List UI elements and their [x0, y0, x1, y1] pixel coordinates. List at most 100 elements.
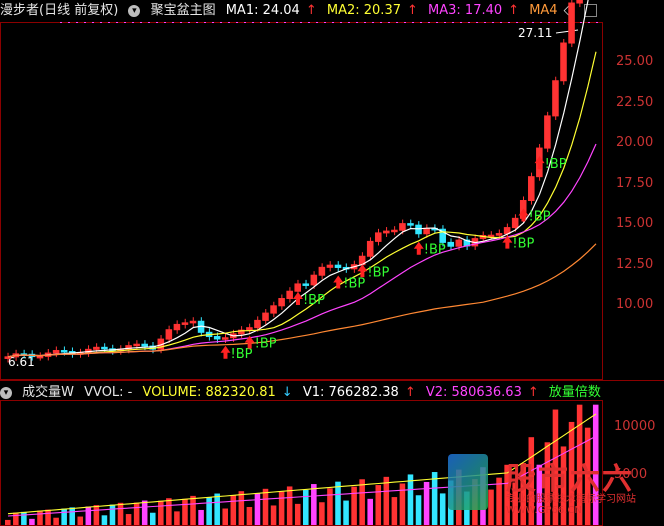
volume-chart-header: ▾ 成交量W VVOL: - VOLUME: 882320.81 ↓ V1: 76… — [0, 382, 607, 404]
buy-arrow-icon — [413, 241, 424, 255]
ma3-value: MA3: 17.40 — [428, 3, 503, 18]
main-chart-frame — [0, 22, 603, 380]
candle-body — [560, 42, 567, 82]
ma4-value: MA4 — [529, 3, 558, 18]
indicator-dropdown-icon[interactable]: ▾ — [128, 4, 141, 17]
candle-body — [511, 217, 519, 229]
volume-bar — [375, 485, 382, 525]
volume-bar — [391, 497, 398, 525]
v2-up-arrow-icon: ↑ — [527, 385, 539, 400]
volume-bar — [270, 505, 277, 525]
volume-bar — [399, 483, 406, 525]
candle-body — [165, 329, 173, 340]
buy-arrow-icon — [220, 345, 231, 359]
buy-signal-label: !BP — [255, 337, 277, 352]
candle-body — [60, 350, 68, 353]
volume-bar — [117, 502, 124, 525]
candle-body — [213, 336, 221, 340]
buy-arrow-icon — [502, 235, 513, 249]
volume-bar — [182, 498, 188, 525]
candle-body — [383, 230, 390, 234]
volume-bar — [93, 505, 100, 525]
ma3-line — [7, 143, 597, 358]
volume-bar — [254, 493, 261, 525]
price-tick-label: 10.00 — [616, 297, 653, 312]
candle-body — [552, 80, 559, 117]
volume-bar — [262, 488, 269, 525]
candles-layer — [4, 0, 583, 363]
site-logo-icon — [448, 454, 488, 510]
candle-body — [302, 283, 310, 286]
volume-bar — [101, 515, 108, 525]
volume-bar — [407, 474, 414, 525]
buy-signal-label: !BP — [367, 265, 389, 280]
volume-bar — [198, 509, 204, 525]
volume-bar — [343, 500, 349, 525]
candle-body — [415, 224, 422, 235]
volume-bar — [319, 502, 325, 525]
candle-body — [366, 240, 374, 257]
indicator-name[interactable]: 聚宝盆主图 — [150, 3, 216, 18]
volume-axis: 10000 5000 — [614, 419, 655, 482]
volume-bar — [109, 504, 116, 525]
buy-signal-label: !BP — [343, 276, 365, 291]
candle-body — [334, 264, 342, 268]
candle-body — [326, 264, 334, 268]
price-tick-label: 22.50 — [616, 95, 653, 110]
volume-bar — [592, 404, 599, 525]
volume-indicator-name[interactable]: 成交量W — [22, 385, 74, 400]
volume-bar — [61, 508, 67, 525]
ma1-up-arrow-icon: ↑ — [305, 3, 317, 18]
volume-tick-label: 5000 — [614, 467, 647, 482]
volume-bar — [69, 507, 75, 525]
volume-bar — [222, 508, 229, 525]
volume-bar — [5, 519, 11, 525]
price-tick-label: 12.50 — [616, 257, 653, 272]
volume-bar — [37, 510, 43, 525]
volume-average-lines — [7, 413, 597, 517]
volume-bar — [158, 500, 164, 525]
volume-bar — [53, 517, 59, 525]
site-watermark: 股市六六 专业的股票技术指标学习网站 WWW.GP66.CN — [446, 452, 664, 526]
buy-arrow-icon — [518, 208, 529, 222]
window-square-icon[interactable] — [583, 4, 597, 17]
volume-bar — [13, 512, 19, 525]
buy-signal-label: !BP — [545, 157, 567, 172]
candle-body — [495, 233, 503, 236]
volume-bar — [544, 442, 551, 525]
volume-bar — [584, 427, 591, 525]
candle-body — [246, 327, 253, 331]
volume-dropdown-icon[interactable]: ▾ — [0, 386, 12, 399]
price-axis: 25.00 22.50 20.00 17.50 15.00 12.50 10.0… — [616, 54, 653, 312]
volume-bar — [133, 502, 140, 525]
watermark-subtitle: 专业的股票技术指标学习网站 WWW.GP66.CN — [506, 494, 636, 516]
ma2-value: MA2: 20.37 — [326, 3, 401, 18]
volume-bar — [190, 495, 196, 525]
buy-arrow-icon — [292, 291, 303, 305]
candle-body — [93, 346, 100, 350]
candle-body — [189, 320, 197, 324]
volume-bar — [125, 514, 132, 525]
buy-arrow-icon — [534, 156, 545, 170]
volume-bar — [214, 493, 220, 525]
price-tick-label: 25.00 — [616, 54, 653, 69]
buy-signal-label: !BP — [512, 237, 534, 252]
volume-bar — [294, 503, 301, 525]
candle-body — [391, 229, 398, 233]
main-chart-header: 漫步者(日线 前复权) ▾ 聚宝盆主图 MA1: 24.04 ↑ MA2: 20.… — [0, 0, 603, 22]
volume-ratio-label: 放量倍数 — [548, 385, 601, 400]
candle-body — [238, 329, 245, 335]
candle-body — [528, 176, 535, 202]
price-tick-label: 17.50 — [616, 176, 653, 191]
candle-body — [36, 355, 44, 359]
volume-bar — [149, 512, 156, 525]
volume-bar — [311, 484, 317, 525]
volume-bar — [439, 493, 446, 525]
candle-body — [270, 305, 277, 314]
volume-bar — [568, 421, 575, 525]
volume-bar — [415, 495, 422, 525]
candle-body — [141, 343, 148, 347]
candle-body — [254, 319, 261, 329]
volume-bar — [496, 477, 502, 525]
